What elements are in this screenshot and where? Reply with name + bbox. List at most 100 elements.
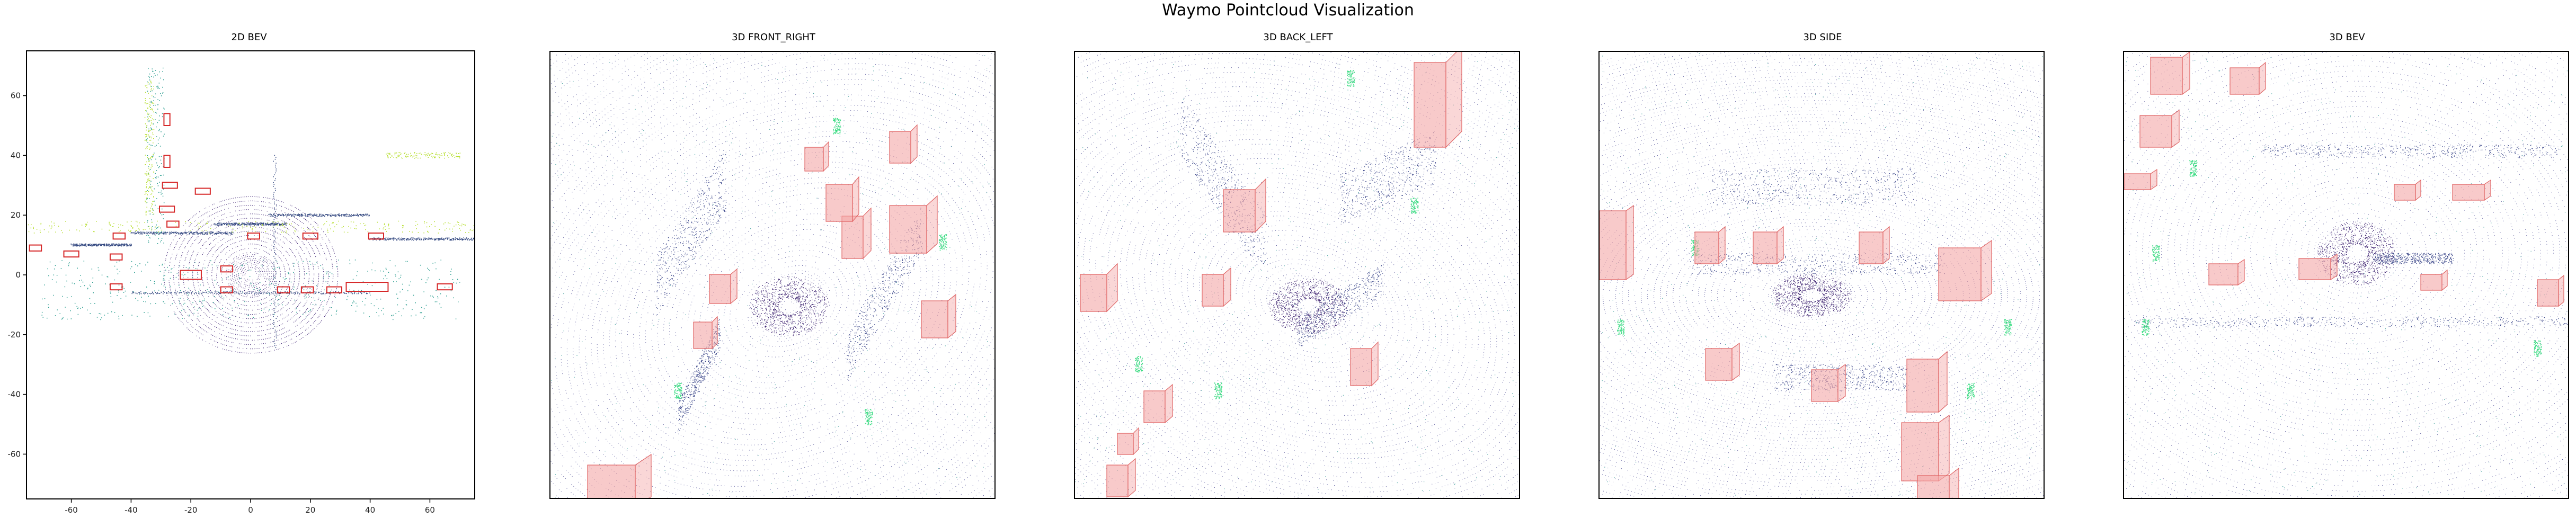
vegetation-points [2142,160,2542,357]
box-side-5 [1731,342,1740,381]
box-face-4 [709,274,731,304]
wall-points [2134,144,2568,328]
bounding-box-2 [109,253,123,261]
bounding-box-9 [194,187,211,195]
y-tick-label: -60 [8,449,21,459]
box-face-2 [825,184,853,222]
scatter-points [1075,53,1519,496]
panel-3d-side [1598,51,2045,499]
box-side-4 [730,268,738,305]
x-tick-label: 0 [248,505,253,515]
box-side-4 [1371,341,1379,387]
box-face-8 [1901,422,1939,481]
box-side-1 [2259,61,2266,95]
box-side-6 [2558,274,2564,307]
box-side-9 [2415,179,2421,201]
box-side-9 [1949,467,1959,498]
ego-core [2317,221,2396,285]
bev-2d-axes-frame [26,50,475,499]
bounding-box-4 [109,283,123,291]
bounding-boxes [2124,52,2564,307]
box-side-3 [926,195,938,254]
box-side-5 [1127,458,1136,498]
bounding-box-1 [63,250,79,258]
bounding-box-18 [326,286,343,293]
ground-rings [2124,52,2568,498]
box-face-9 [2394,184,2416,201]
x-tick-label: 40 [365,505,375,515]
box-side-0 [1625,204,1634,281]
box-side-2 [852,176,859,222]
box-side-7 [910,124,918,164]
high-points [28,81,475,234]
box-face-1 [841,216,864,259]
box-face-3 [889,205,927,254]
y-tick-label: 60 [11,91,21,101]
panel-3d-back-left [1074,51,1520,499]
bounding-box-13 [220,286,234,293]
y-tick-label: -40 [8,390,21,399]
box-face-7 [889,131,911,164]
box-side-8 [823,141,829,172]
box-face-5 [693,321,713,349]
box-face-8 [804,147,824,172]
panel-title-3d-side: 3D SIDE [1803,32,1842,43]
box-side-2 [2171,109,2180,148]
bounding-box-11 [180,270,202,280]
box-side-5 [2441,269,2448,291]
y-tick-label: 20 [11,210,21,220]
box-side-3 [2330,253,2338,281]
box-face-2 [1202,274,1224,307]
box-side-0 [635,453,652,498]
panel-title-3d-bev: 3D BEV [2329,32,2365,43]
box-face-0 [1080,274,1107,312]
box-face-1 [2229,67,2260,95]
y-tick-label: 40 [11,150,21,160]
box-face-3 [1414,62,1446,148]
box-face-6 [2537,279,2559,307]
box-face-0 [2150,57,2183,95]
point-cloud [1075,52,1519,498]
scatter-points [550,52,994,498]
box-side-7 [2150,168,2157,191]
box-side-4 [1980,239,1992,302]
box-side-6 [1133,427,1139,456]
box-face-6 [1811,369,1838,402]
bounding-box-12 [220,265,234,273]
bounding-box-5 [163,113,171,127]
box-face-8 [2452,184,2485,201]
scatter-points [1601,52,2043,496]
x-tick-label: -60 [65,505,78,515]
box-side-8 [1938,414,1950,482]
bounding-box-14 [247,233,260,240]
bev-2d-point-cloud [28,67,475,354]
box-face-2 [1753,231,1778,264]
bounding-box-20 [345,282,389,292]
box-face-7 [1143,390,1166,423]
box-face-0 [587,465,636,498]
box-side-2 [1223,267,1231,307]
bounding-boxes [587,124,956,498]
box-face-4 [2208,263,2239,285]
bev-2d-chart: -60 -40 -20 0 20 40 60 60 40 20 0 -20 -40 -60 [8,50,475,515]
box-face-7 [1906,359,1939,413]
box-face-9 [1917,475,1950,498]
box-face-5 [2420,274,2442,291]
panel-title-3d-back-left: 3D BACK_LEFT [1263,32,1333,43]
ground-rings [1600,52,2044,498]
vegetation-points [1135,70,1419,399]
bounding-box-21 [437,283,453,291]
panel-3d-front-right [549,51,996,499]
ground-rings [1075,52,1519,498]
ego-core [1773,273,1852,317]
bev-2d-ticks: -60 -40 -20 0 20 40 60 60 40 20 0 -20 -40 -60 [8,91,435,515]
panel-3d-bev [2123,51,2569,499]
bounding-box-8 [158,206,175,213]
bounding-box-16 [300,286,314,293]
panel-title-3d-front-right: 3D FRONT_RIGHT [732,32,815,43]
box-face-7 [2124,173,2151,190]
box-side-3 [1445,52,1462,148]
box-side-6 [947,293,956,339]
point-cloud [1600,52,2044,498]
box-side-1 [1255,178,1266,233]
